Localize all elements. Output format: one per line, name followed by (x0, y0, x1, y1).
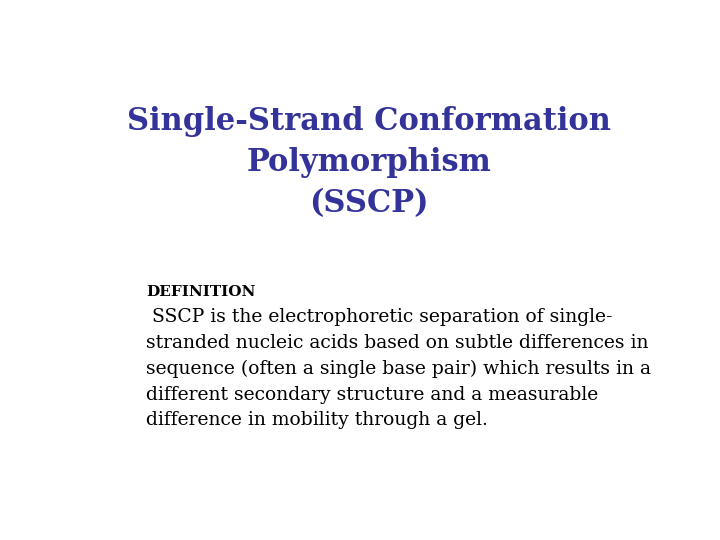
Text: SSCP is the electrophoretic separation of single-
stranded nucleic acids based o: SSCP is the electrophoretic separation o… (145, 308, 651, 429)
Text: Single-Strand Conformation
Polymorphism
(SSCP): Single-Strand Conformation Polymorphism … (127, 106, 611, 219)
Text: DEFINITION: DEFINITION (145, 285, 255, 299)
